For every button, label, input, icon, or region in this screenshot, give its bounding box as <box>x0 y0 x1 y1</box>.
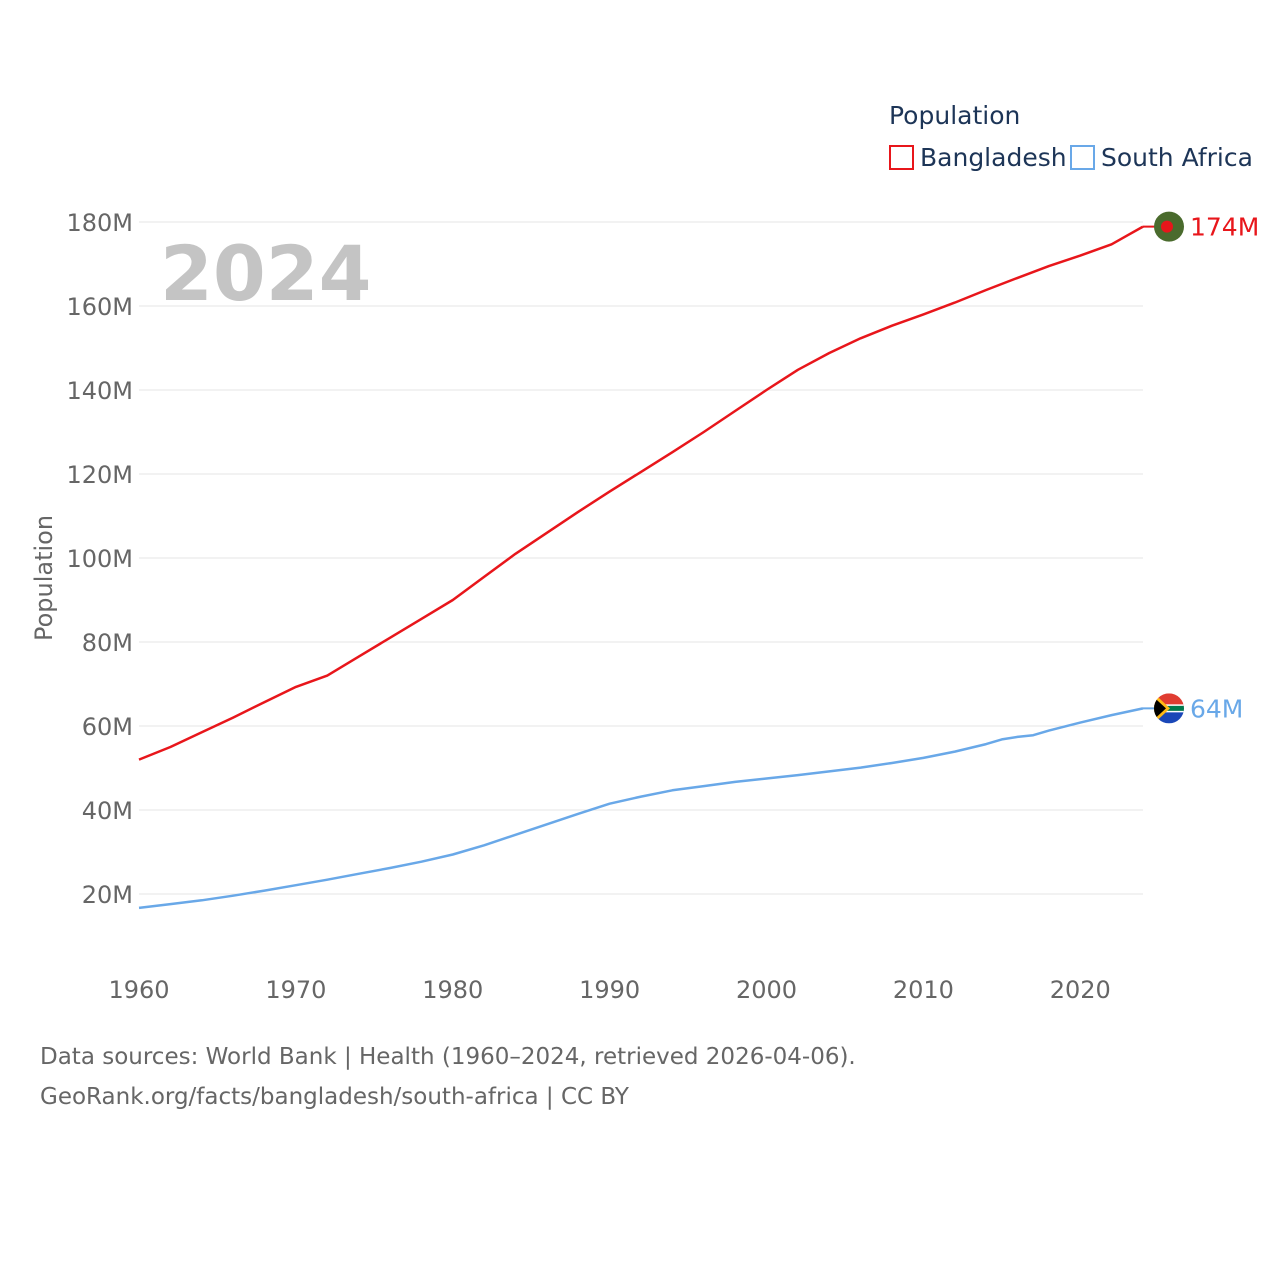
y-axis-ticks: 20M 40M 60M 80M 100M 120M 140M 160M 180M <box>66 209 133 909</box>
legend-title: Population <box>889 101 1020 130</box>
legend-item-south-africa[interactable]: South Africa <box>1070 143 1253 172</box>
x-tick-label: 1970 <box>265 976 326 1004</box>
x-tick-label: 2010 <box>893 976 954 1004</box>
footer-url[interactable]: GeoRank.org/facts/bangladesh/south-afric… <box>40 1084 629 1110</box>
y-tick-label: 120M <box>66 461 133 489</box>
legend-swatch-bangladesh <box>889 145 914 170</box>
footer-sources: Data sources: World Bank | Health (1960–… <box>40 1044 856 1070</box>
x-tick-label: 1960 <box>108 976 169 1004</box>
y-tick-label: 100M <box>66 545 133 573</box>
y-tick-label: 20M <box>82 881 133 909</box>
y-tick-label: 140M <box>66 377 133 405</box>
gridlines <box>139 221 1143 895</box>
end-value-label-south-africa: 64M <box>1190 694 1243 723</box>
x-tick-label: 2000 <box>736 976 797 1004</box>
y-tick-label: 80M <box>82 629 133 657</box>
legend-label-south-africa: South Africa <box>1101 143 1253 172</box>
legend-swatch-south-africa <box>1070 145 1095 170</box>
legend-label-bangladesh: Bangladesh <box>920 143 1067 172</box>
y-tick-label: 40M <box>82 797 133 825</box>
x-axis-ticks: 1960 1970 1980 1990 2000 2010 2020 <box>108 976 1110 1004</box>
flag-body <box>1154 693 1184 724</box>
series-end-markers: 174M 64M <box>1143 211 1259 724</box>
y-axis-label: Population <box>30 515 58 641</box>
x-tick-label: 2020 <box>1050 976 1111 1004</box>
bangladesh-flag-icon <box>1154 211 1184 242</box>
series-line-south-africa[interactable] <box>138 707 1144 910</box>
y-tick-label: 60M <box>82 713 133 741</box>
end-value-label-bangladesh: 174M <box>1190 213 1259 242</box>
legend: Population Bangladesh South Africa <box>889 101 1253 172</box>
y-tick-label: 180M <box>66 209 133 237</box>
series-lines <box>138 225 1144 910</box>
year-watermark: 2024 <box>160 229 372 318</box>
x-tick-label: 1980 <box>422 976 483 1004</box>
south-africa-flag-icon <box>1154 693 1184 724</box>
series-line-bangladesh[interactable] <box>138 225 1144 761</box>
y-tick-label: 160M <box>66 293 133 321</box>
legend-item-bangladesh[interactable]: Bangladesh <box>889 143 1067 172</box>
flag-disc <box>1161 220 1173 233</box>
flag-black <box>1154 697 1166 720</box>
x-tick-label: 1990 <box>579 976 640 1004</box>
